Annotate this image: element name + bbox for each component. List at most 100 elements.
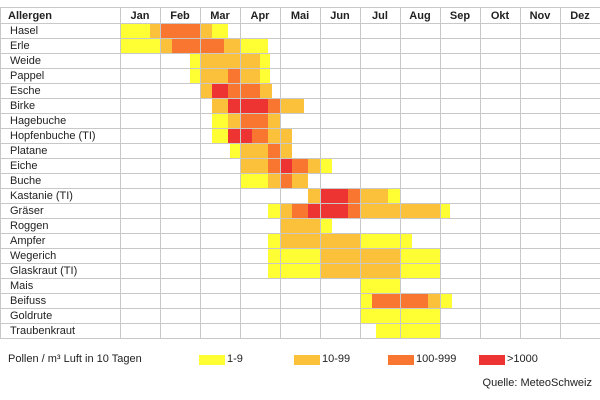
cell-14-0 (268, 234, 280, 248)
row-label: Buche (10, 175, 41, 187)
month-label-nov: Nov (530, 10, 552, 22)
cell-2-2 (260, 54, 270, 68)
cell-1-1 (160, 39, 172, 53)
cell-12-2 (292, 204, 308, 218)
cell-0-3 (200, 24, 212, 38)
cell-1-4 (240, 39, 268, 53)
row-label: Roggen (10, 220, 49, 232)
cell-10-2 (280, 174, 292, 188)
cell-13-1 (304, 219, 320, 233)
cell-11-2 (348, 189, 360, 203)
row-label: Wegerich (10, 250, 56, 262)
cell-11-4 (388, 189, 400, 203)
month-label-okt: Okt (491, 10, 510, 22)
month-label-apr: Apr (251, 10, 271, 22)
cell-1-3 (224, 39, 240, 53)
month-label-aug: Aug (409, 10, 430, 22)
grid-layer (0, 7, 600, 339)
cell-8-0 (230, 144, 240, 158)
row-label: Goldrute (10, 310, 52, 322)
cell-2-1 (200, 54, 260, 68)
source-note: Quelle: MeteoSchweiz (482, 377, 592, 389)
cell-0-4 (212, 24, 228, 38)
month-label-mai: Mai (291, 10, 309, 22)
cell-0-2 (160, 24, 200, 38)
header-allergen-label: Allergen (8, 10, 52, 22)
cell-12-7 (440, 204, 450, 218)
row-label: Kastanie (TI) (10, 190, 73, 202)
legend-title: Pollen / m³ Luft in 10 Tagen (8, 353, 142, 365)
legend-swatch-4 (479, 355, 505, 365)
row-label: Glaskraut (TI) (10, 265, 77, 277)
cell-15-0 (268, 249, 280, 263)
row-label: Platane (10, 145, 47, 157)
cell-8-1 (240, 144, 268, 158)
legend-swatch-3 (388, 355, 414, 365)
cell-13-0 (280, 219, 304, 233)
cell-18-2 (428, 294, 440, 308)
legend-label-1: 1-9 (227, 353, 243, 365)
cell-5-1 (228, 99, 268, 113)
cell-3-2 (228, 69, 240, 83)
cell-5-2 (268, 99, 280, 113)
labels-layer: Allergen Jan Feb Mar Apr Mai Jun Jul Aug Sep Okt No… (8, 10, 590, 337)
cell-12-1 (280, 204, 292, 218)
row-label: Traubenkraut (10, 325, 75, 337)
cell-4-1 (212, 84, 228, 98)
cell-12-0 (268, 204, 280, 218)
cell-3-1 (200, 69, 228, 83)
cell-11-3 (360, 189, 388, 203)
cell-7-2 (252, 129, 268, 143)
cell-10-0 (240, 174, 268, 188)
cell-0-0 (120, 24, 150, 38)
row-label: Eiche (10, 160, 38, 172)
cell-12-4 (348, 204, 360, 218)
cell-15-3 (400, 249, 440, 263)
cell-16-0 (268, 264, 280, 278)
cell-14-3 (400, 234, 412, 248)
row-label: Ampfer (10, 235, 46, 247)
cell-18-0 (360, 294, 372, 308)
month-label-feb: Feb (170, 10, 190, 22)
row-label: Hagebuche (10, 115, 66, 127)
cell-0-1 (150, 24, 160, 38)
cell-2-0 (190, 54, 200, 68)
cell-14-2 (360, 234, 400, 248)
cell-6-2 (240, 114, 268, 128)
month-label-sep: Sep (450, 10, 470, 22)
cell-3-4 (260, 69, 270, 83)
cell-9-4 (308, 159, 320, 173)
cell-16-1 (280, 264, 320, 278)
row-label: Hasel (10, 25, 38, 37)
row-label: Beifuss (10, 295, 47, 307)
cell-12-5 (360, 204, 400, 218)
cell-6-0 (212, 114, 228, 128)
month-label-mar: Mar (210, 10, 230, 22)
cell-10-1 (268, 174, 280, 188)
cell-4-2 (228, 84, 260, 98)
cell-12-3 (308, 204, 348, 218)
cell-1-0 (120, 39, 160, 53)
cell-9-2 (280, 159, 292, 173)
cell-11-1 (320, 189, 348, 203)
row-label: Weide (10, 55, 41, 67)
cell-13-2 (320, 219, 332, 233)
row-label: Erle (10, 40, 30, 52)
cell-6-3 (268, 114, 280, 128)
cell-4-0 (200, 84, 212, 98)
cell-7-0 (212, 129, 228, 143)
cell-10-3 (292, 174, 308, 188)
month-label-jan: Jan (131, 10, 150, 22)
cell-9-5 (320, 159, 332, 173)
row-label: Mais (10, 280, 34, 292)
row-label: Gräser (10, 205, 44, 217)
cell-18-3 (440, 294, 452, 308)
cell-8-3 (280, 144, 292, 158)
cell-4-3 (260, 84, 272, 98)
legend-label-2: 10-99 (322, 353, 351, 365)
month-label-jul: Jul (372, 10, 388, 22)
legend-label-4: >1000 (507, 353, 538, 365)
cell-3-0 (190, 69, 200, 83)
month-label-jun: Jun (330, 10, 350, 22)
cell-11-0 (308, 189, 320, 203)
